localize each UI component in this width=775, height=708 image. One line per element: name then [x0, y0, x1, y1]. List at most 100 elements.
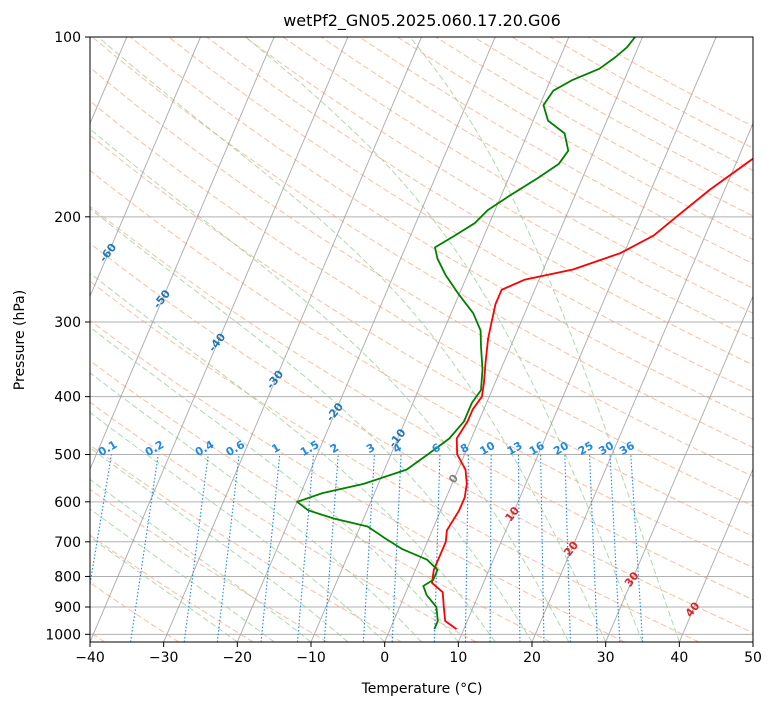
mixing-ratio-line [90, 454, 112, 588]
temperature-line [431, 157, 753, 630]
isotherm-label: -40 [206, 330, 229, 354]
x-tick-label: 30 [597, 650, 615, 666]
y-tick-label: 700 [54, 535, 81, 551]
dry-adiabat [588, 37, 753, 128]
isotherm [384, 37, 643, 642]
x-axis-label: Temperature (°C) [361, 681, 483, 697]
dry-adiabat [90, 242, 753, 634]
background-lines [90, 37, 753, 642]
isotherm-label: -20 [324, 400, 347, 424]
x-tick-label: 0 [380, 650, 389, 666]
dry-adiabat [91, 37, 753, 449]
mixing-ratio-line [517, 454, 521, 642]
mixing-ratio-label: 3 [364, 441, 377, 456]
mixing-ratio-label: 2 [328, 441, 341, 456]
mixing-ratio-label: 0.6 [224, 438, 248, 459]
y-tick-label: 1000 [45, 627, 81, 643]
moist-adiabat [90, 372, 422, 642]
x-tick-label: −40 [75, 650, 105, 666]
isopleth-labels: 0.10.20.40.611.52346810131620253036-100-… [0, 138, 703, 620]
dry-adiabat [90, 134, 753, 537]
mixing-ratio-label: 13 [505, 439, 525, 458]
moist-adiabat [90, 411, 386, 642]
isotherm-label: -50 [151, 287, 174, 311]
moist-adiabat [409, 37, 680, 642]
mixing-ratio-line [540, 454, 545, 642]
x-tick-label: −20 [223, 650, 253, 666]
moist-adiabat [90, 128, 570, 642]
isotherm-label: -10 [386, 426, 409, 450]
x-tick-label: −30 [149, 650, 179, 666]
moist-adiabat [90, 447, 349, 642]
dry-adiabat [206, 37, 753, 366]
moist-adiabat [90, 478, 312, 642]
dry-adiabat [130, 37, 753, 420]
mixing-ratio-label: 0.2 [143, 438, 166, 459]
isotherm-label: -60 [97, 241, 120, 265]
isotherm [163, 37, 422, 642]
moist-adiabat [90, 272, 496, 642]
moist-adiabat [90, 326, 459, 642]
mixing-ratio-label: 6 [430, 441, 443, 456]
y-tick-label: 600 [54, 495, 81, 511]
isotherm-label: 10 [502, 504, 522, 524]
chart-title: wetPf2_GN05.2025.060.17.20.G06 [283, 11, 561, 31]
dry-adiabat [244, 37, 753, 340]
dry-adiabat [90, 401, 477, 642]
moist-adiabat [90, 207, 533, 642]
y-tick-label: 200 [54, 210, 81, 226]
isotherm [310, 37, 570, 642]
dry-adiabat [90, 169, 753, 569]
dry-adiabat [90, 66, 753, 477]
isotherm [90, 37, 349, 642]
isotherm-label: 0 [446, 472, 461, 486]
isotherm [678, 467, 753, 642]
dry-adiabat [320, 37, 753, 289]
mixing-ratio-label: 36 [617, 439, 637, 458]
mixing-ratio-line [609, 454, 621, 642]
dry-adiabat [282, 37, 753, 314]
mixing-ratio-label: 1.5 [298, 438, 321, 459]
mixing-ratio-label: 10 [478, 439, 498, 458]
isotherm [752, 640, 753, 642]
x-tick-label: −10 [296, 650, 326, 666]
mixing-ratio-label: 20 [551, 439, 571, 458]
isotherm-label: -80 [0, 138, 16, 162]
moist-adiabat [90, 536, 238, 642]
x-tick-label: 40 [670, 650, 688, 666]
dry-adiabat [90, 444, 402, 642]
mixing-ratio-line [489, 454, 492, 642]
dry-adiabat [90, 280, 700, 642]
mixing-ratio-line [588, 454, 598, 642]
mixing-ratio-line [323, 454, 339, 642]
mixing-ratio-line [183, 454, 209, 642]
dry-adiabat [90, 360, 551, 642]
x-tick-label: 20 [523, 650, 541, 666]
isotherm [90, 37, 275, 471]
isotherm-label: 40 [683, 599, 703, 619]
mixing-ratio-label: 25 [576, 439, 596, 458]
mixing-ratio-label: 0.4 [193, 438, 217, 459]
axis-ticks: −40 −30 −20 −10 0 10 20 30 40 5010020030040050060… [45, 30, 762, 666]
y-tick-label: 100 [54, 30, 81, 46]
plot-frame [89, 36, 754, 643]
dewpoint-line [296, 37, 636, 630]
isotherm-label: -30 [264, 367, 287, 391]
moist-adiabat [245, 37, 643, 642]
x-tick-label: 50 [744, 650, 762, 666]
y-tick-label: 900 [54, 600, 81, 616]
dry-adiabat [435, 37, 753, 217]
mixing-ratio-label: 30 [596, 439, 616, 458]
dry-adiabat [473, 37, 753, 194]
y-tick-label: 500 [54, 448, 81, 464]
dry-adiabat [511, 37, 753, 171]
moist-adiabat [97, 37, 607, 642]
mixing-ratio-label: 0.1 [96, 438, 119, 459]
isotherm [605, 295, 753, 642]
moist-adiabat [90, 508, 275, 642]
x-tick-label: 10 [449, 650, 467, 666]
dry-adiabat [90, 319, 625, 642]
dry-adiabat [90, 205, 753, 601]
y-tick-label: 400 [54, 390, 81, 406]
